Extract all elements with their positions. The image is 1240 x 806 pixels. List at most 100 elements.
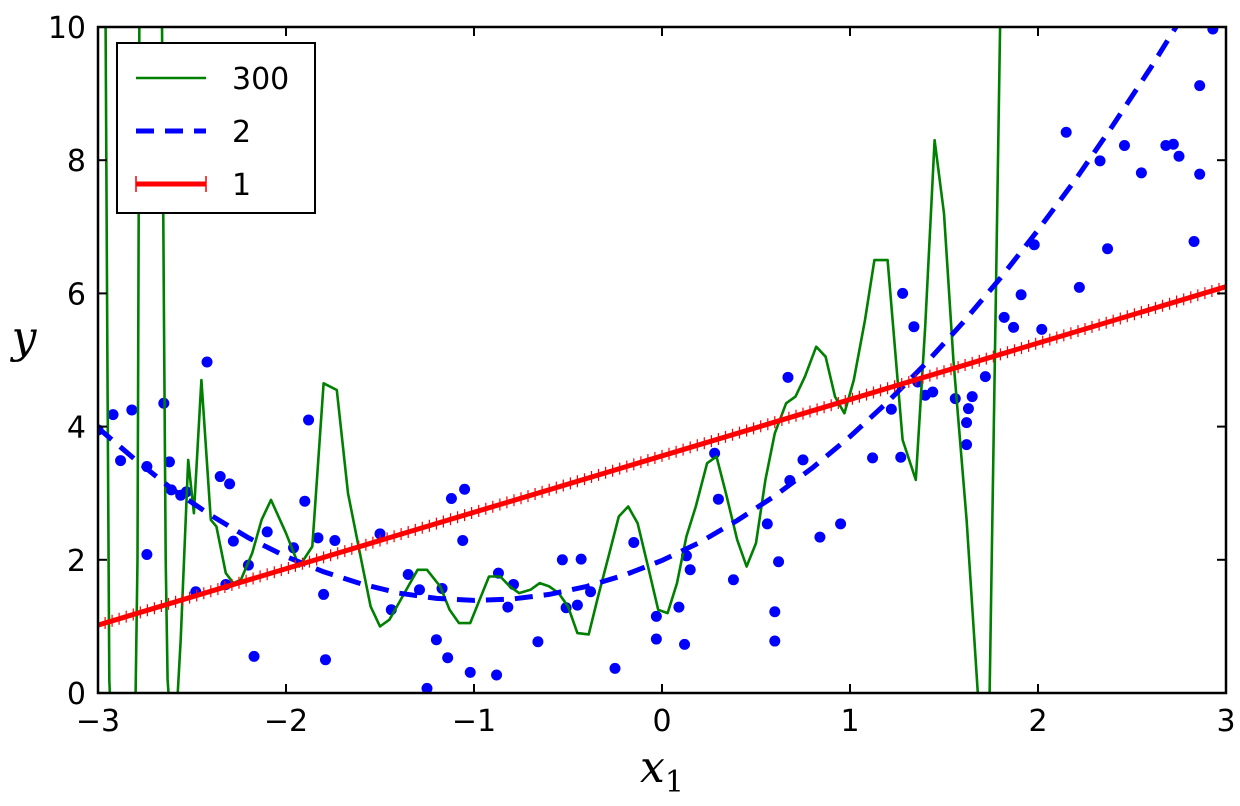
scatter-point [1094,155,1106,167]
y-tick-label: 8 [67,144,86,179]
scatter-point [1135,167,1147,179]
scatter-point [1015,289,1027,301]
scatter-point [979,371,991,383]
scatter-point [684,564,696,576]
scatter-point [1194,80,1206,92]
scatter-point [1207,27,1219,35]
scatter-point [214,471,226,483]
x-tick-label: 1 [840,704,859,739]
scatter-point [1167,138,1179,150]
scatter-point [402,568,414,580]
x-tick-label: −2 [264,704,308,739]
y-tick-label: 0 [67,677,86,712]
series-line-2 [98,27,1179,603]
scatter-point [421,682,433,693]
legend-label-1: 1 [232,168,251,203]
scatter-point [962,403,974,415]
scatter-point [163,456,175,468]
scatter-point [867,452,879,464]
scatter-point [797,454,809,466]
x-axis-label-subscript: 1 [665,765,684,800]
x-axis-label-base: x [640,742,665,793]
scatter-point [227,535,239,547]
scatter-point [1118,140,1130,152]
scatter-point [998,311,1010,323]
scatter-point [457,534,469,546]
scatter-point [303,414,315,426]
scatter-point [502,601,514,613]
scatter-point [885,403,897,415]
scatter-point [299,495,311,507]
scatter-point [966,391,978,403]
y-tick-label: 6 [67,277,86,312]
scatter-point [782,371,794,383]
scatter-point [329,534,341,546]
axis-ticks: −3 −2 −1 0 1 2 3 0 2 4 6 8 10 [48,11,1236,739]
x-tick-label: 3 [1216,704,1235,739]
scatter-point [556,554,568,566]
scatter-point [1194,168,1206,180]
scatter-point [532,636,544,648]
x-axis-label: x1 [640,742,684,800]
scatter-point [609,662,621,674]
series-markers-1 [98,280,1226,632]
scatter-point [319,654,331,666]
scatter-point [727,574,739,586]
legend-label-2: 2 [232,115,251,150]
scatter-point [464,666,476,678]
scatter-point [1060,126,1072,138]
scatter-point [201,356,213,368]
scatter-point [961,417,973,429]
scatter-point [224,478,236,490]
y-tick-label: 2 [67,544,86,579]
series-line-300 [104,27,1002,693]
scatter-point [927,386,939,398]
scatter-point [459,483,471,495]
scatter-point [445,493,457,505]
scatter-point [261,526,273,538]
scatter-point [712,493,724,505]
scatter-point [773,556,785,568]
scatter-point [1008,321,1020,333]
scatter-point [1188,235,1200,247]
scatter-point [318,588,330,600]
scatter-point [141,548,153,560]
scatter-point [650,633,662,645]
scatter-point [312,532,324,544]
scatter-point [115,455,127,467]
scatter-point [107,409,119,421]
scatter-point [585,586,597,598]
scatter-point [769,606,781,618]
x-tick-label: 2 [1028,704,1047,739]
scatter-point [814,531,826,543]
scatter-point [769,635,781,647]
scatter-point [1073,281,1085,293]
scatter-point [835,518,847,530]
scatter-point [961,439,973,451]
scatter-point [673,601,685,613]
scatter-point [1036,323,1048,335]
scatter-point [908,321,920,333]
plot-area [98,27,1226,693]
y-tick-label: 4 [67,411,86,446]
scatter-point [571,599,583,611]
legend-label-300: 300 [232,62,289,97]
scatter-point [897,287,909,299]
scatter-point [491,669,503,681]
y-tick-label: 10 [48,11,86,46]
scatter-point [650,610,662,622]
x-tick-label: −1 [452,704,496,739]
scatter-point [248,650,260,662]
legend: 300 2 1 [116,42,316,214]
x-tick-label: 0 [652,704,671,739]
scatter-point [126,404,138,416]
scatter-point [628,536,640,548]
legend-swatch-marker-1 [135,176,207,192]
y-axis-label: y [10,312,38,363]
scatter-point [761,518,773,530]
scatter-point [1173,150,1185,162]
scatter-point [442,652,454,664]
scatter-point [430,634,442,646]
scatter-point [374,528,386,540]
